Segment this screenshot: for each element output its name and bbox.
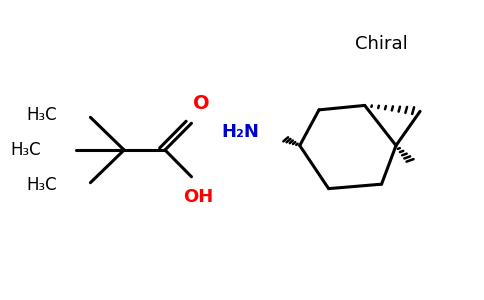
Text: H₂N: H₂N [221,123,259,141]
Text: OH: OH [183,188,214,206]
Text: H₃C: H₃C [26,176,57,194]
Text: H₃C: H₃C [11,141,41,159]
Text: Chiral: Chiral [355,35,408,53]
Text: H₃C: H₃C [26,106,57,124]
Text: O: O [193,94,210,113]
